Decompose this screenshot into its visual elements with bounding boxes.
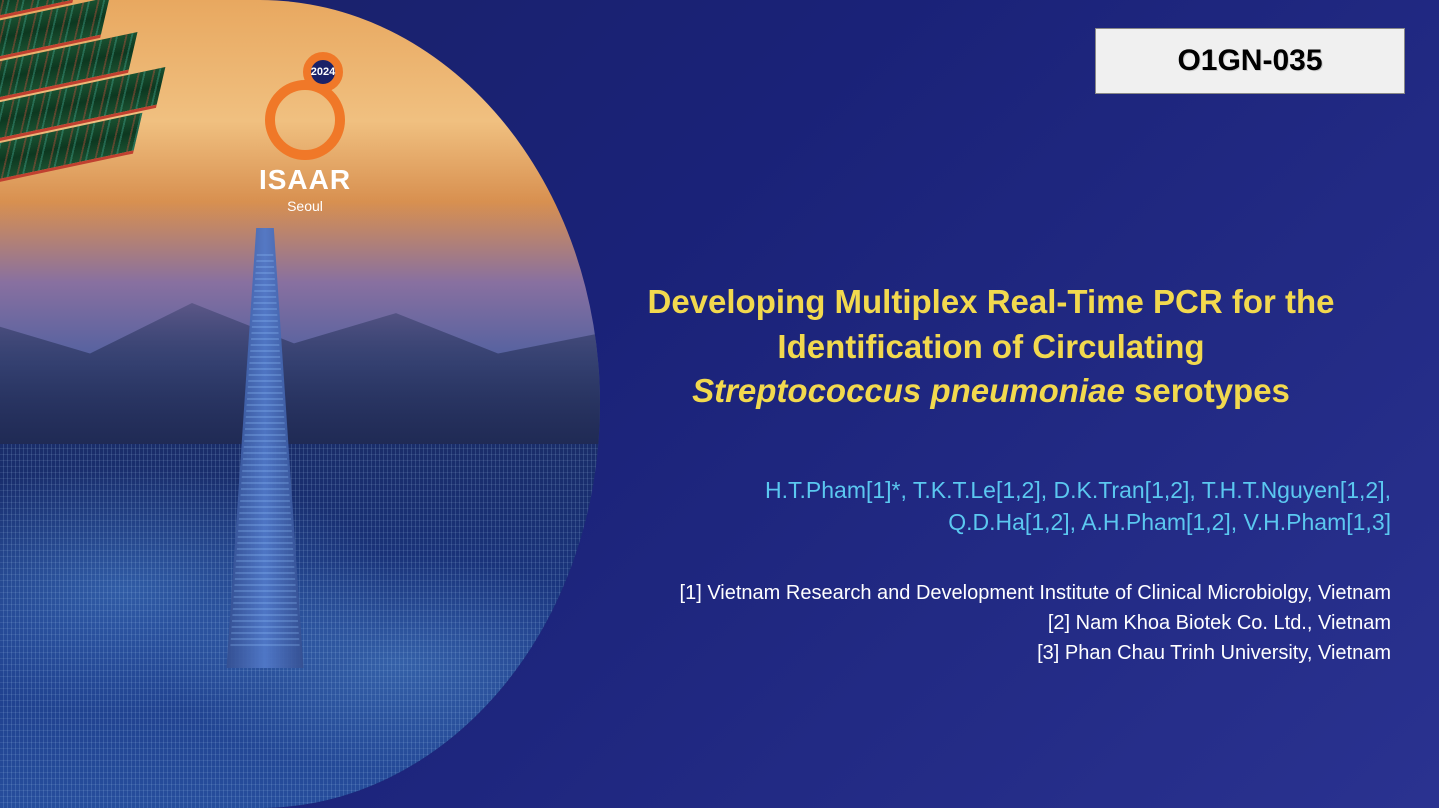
title-line1: Developing Multiplex Real-Time PCR for t… <box>648 283 1335 320</box>
logo-city: Seoul <box>255 198 355 214</box>
logo-year: 2024 <box>311 66 335 78</box>
authors-line2: Q.D.Ha[1,2], A.H.Pham[1,2], V.H.Pham[1,3… <box>948 509 1391 535</box>
palace-roof <box>0 0 162 244</box>
slide: 2024 ISAAR Seoul O1GN-035 Developing Mul… <box>0 0 1439 808</box>
logo-name: ISAAR <box>255 164 355 196</box>
authors-line1: H.T.Pham[1]*, T.K.T.Le[1,2], D.K.Tran[1,… <box>765 477 1391 503</box>
title-line2: Identification of Circulating <box>777 328 1204 365</box>
presentation-code-badge: O1GN-035 <box>1095 28 1405 94</box>
affiliations-list: [1] Vietnam Research and Development Ins… <box>591 578 1391 668</box>
conference-logo: 2024 ISAAR Seoul <box>255 50 355 214</box>
title-species: Streptococcus pneumoniae <box>692 372 1125 409</box>
content-block: Developing Multiplex Real-Time PCR for t… <box>591 280 1391 668</box>
mountains-silhouette <box>0 242 600 444</box>
logo-rings-icon: 2024 <box>255 50 355 160</box>
affiliation-1: [1] Vietnam Research and Development Ins… <box>680 582 1391 604</box>
affiliation-3: [3] Phan Chau Trinh University, Vietnam <box>1037 642 1391 664</box>
presentation-title: Developing Multiplex Real-Time PCR for t… <box>591 280 1391 414</box>
title-line3-rest: serotypes <box>1125 372 1290 409</box>
authors-list: H.T.Pham[1]*, T.K.T.Le[1,2], D.K.Tran[1,… <box>591 474 1391 538</box>
affiliation-2: [2] Nam Khoa Biotek Co. Ltd., Vietnam <box>1048 612 1391 634</box>
presentation-code: O1GN-035 <box>1177 44 1322 78</box>
